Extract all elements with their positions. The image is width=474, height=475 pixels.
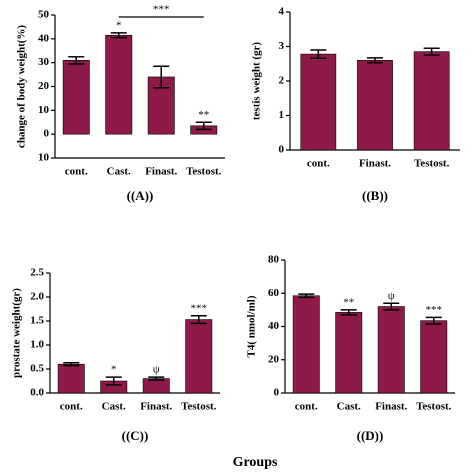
x-tick-label: Testost.: [186, 166, 222, 178]
y-axis-label: prostate weight(gr): [11, 288, 23, 378]
error-bar: [195, 121, 212, 131]
x-tick-label: cont.: [65, 166, 88, 178]
y-tick-label: 50: [38, 9, 50, 21]
error-bar: [190, 314, 207, 325]
error-bar: [68, 55, 85, 65]
y-tick-label: 1.5: [30, 315, 44, 327]
bar: [292, 295, 320, 394]
x-tick-label: Finast.: [359, 158, 391, 170]
panel-label: ((D)): [357, 428, 384, 443]
y-tick-label: 30: [38, 56, 50, 68]
y-tick-label: 60: [268, 287, 280, 299]
x-tick-label: Testost.: [181, 401, 217, 413]
y-tick-label: 0: [279, 144, 285, 156]
x-tick-label: Testost.: [414, 158, 450, 170]
error-bar: [148, 376, 165, 381]
bar: [57, 363, 85, 394]
bar: [185, 319, 213, 394]
y-tick-label: 1.0: [30, 339, 44, 351]
error-bar: [105, 376, 122, 386]
error-bar: [310, 49, 327, 59]
significance-label: **: [198, 109, 209, 121]
panel-label: ((A)): [127, 188, 154, 203]
significance-label: ***: [191, 302, 208, 314]
y-tick-label: 20: [268, 353, 280, 365]
bar: [420, 320, 448, 394]
x-tick-label: Finast.: [145, 166, 177, 178]
y-tick-label: 4: [279, 6, 285, 18]
x-tick-label: cont.: [295, 401, 318, 413]
bar: [105, 34, 133, 135]
x-tick-label: Finast.: [140, 401, 172, 413]
x-tick-label: Cast.: [102, 401, 126, 413]
significance-label: ψ: [153, 364, 160, 376]
shared-x-label: Groups: [233, 455, 278, 470]
y-tick-label: 1: [279, 109, 285, 121]
error-bar: [423, 47, 440, 56]
bar: [335, 312, 363, 394]
y-tick-label: 20: [38, 80, 50, 92]
y-tick-label: 0.5: [30, 363, 44, 375]
bar: [300, 53, 337, 151]
y-tick-label: 0: [274, 387, 280, 399]
significance-label: ***: [426, 304, 443, 316]
significance-label: *: [116, 19, 122, 31]
panel-label: ((B)): [362, 188, 388, 203]
x-tick-label: Cast.: [107, 166, 131, 178]
significance-label: *: [111, 364, 117, 376]
panel-label: ((C)): [122, 428, 149, 443]
significance-label: ψ: [388, 290, 395, 302]
bar: [413, 51, 450, 151]
error-bar: [425, 316, 442, 325]
error-bar: [63, 362, 80, 367]
y-tick-label: 40: [38, 32, 50, 44]
y-tick-label: 10: [38, 104, 50, 116]
x-tick-label: Cast.: [337, 401, 361, 413]
y-tick-label: 3: [279, 40, 285, 52]
bar: [62, 59, 90, 135]
bar: [377, 306, 405, 394]
x-tick-label: cont.: [307, 158, 330, 170]
error-bar: [110, 32, 127, 39]
y-axis-label: testis weight (gr): [251, 42, 263, 121]
bracket-label: ***: [153, 4, 170, 16]
y-tick-label: 2.0: [30, 291, 44, 303]
y-tick-label: 2: [279, 75, 285, 87]
bar: [357, 59, 393, 151]
x-tick-label: Testost.: [416, 401, 452, 413]
y-tick-label: 0.0: [30, 387, 44, 399]
y-axis-label: T4( nmol/ml): [246, 295, 258, 357]
x-tick-label: cont.: [60, 401, 83, 413]
error-bar: [367, 57, 383, 64]
error-bar: [383, 302, 400, 311]
y-tick-label: 10: [38, 152, 50, 164]
error-bar: [153, 65, 170, 89]
y-tick-label: 40: [268, 320, 280, 332]
error-bar: [298, 293, 315, 299]
y-tick-label: 80: [268, 254, 280, 266]
y-tick-label: 2.5: [30, 267, 44, 279]
significance-label: **: [343, 296, 354, 308]
y-axis-label: change of body weight(%): [16, 25, 28, 148]
x-tick-label: Finast.: [375, 401, 407, 413]
y-tick-label: 0: [44, 128, 50, 140]
error-bar: [340, 309, 357, 316]
